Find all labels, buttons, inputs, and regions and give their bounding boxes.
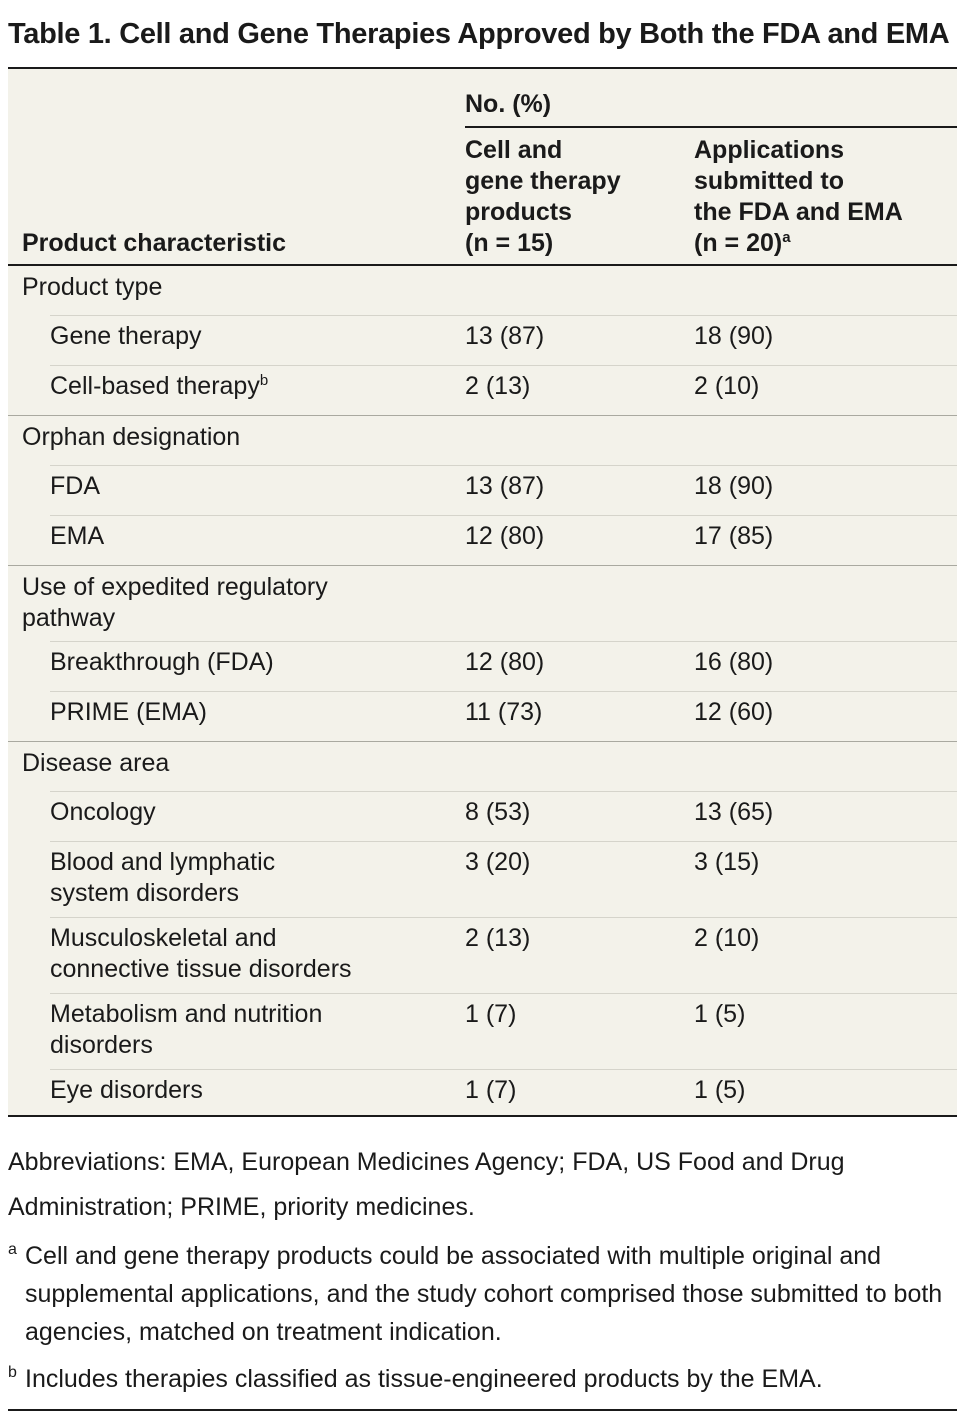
row-label: Blood and lymphatic system disorders — [50, 848, 276, 907]
table-row: EMA 12 (80) 17 (85) — [8, 515, 957, 565]
row-label: Musculoskeletal and connective tissue di… — [50, 924, 352, 983]
cell-products: 2 (13) — [465, 372, 531, 400]
column-group-rule — [465, 126, 957, 128]
cell-applications: 1 (5) — [694, 1076, 746, 1104]
cell-products: 8 (53) — [465, 798, 531, 826]
row-label: PRIME (EMA) — [50, 698, 207, 726]
footnote-text: Includes therapies classified as tissue-… — [25, 1365, 823, 1393]
cell-products: 1 (7) — [465, 1000, 517, 1028]
row-label: Breakthrough (FDA) — [50, 648, 274, 676]
cell-applications: 2 (10) — [694, 372, 760, 400]
row-label: Disease area — [22, 749, 170, 777]
footnote-mark-a: a — [782, 229, 791, 246]
row-label: Cell-based therapyb — [50, 372, 269, 400]
cell-products: 12 (80) — [465, 522, 545, 550]
footnote-mark: b — [8, 1364, 17, 1381]
table-row: Disease area — [8, 741, 957, 791]
cell-products: 12 (80) — [465, 648, 545, 676]
bottom-rule — [8, 1409, 957, 1411]
row-label: EMA — [50, 522, 105, 550]
cell-applications: 2 (10) — [694, 924, 760, 952]
table-row: Breakthrough (FDA) 12 (80) 16 (80) — [8, 641, 957, 691]
table-row: FDA 13 (87) 18 (90) — [8, 465, 957, 515]
table-row: Orphan designation — [8, 415, 957, 465]
row-label: Gene therapy — [50, 322, 202, 350]
cell-applications: 18 (90) — [694, 472, 774, 500]
cell-products: 13 (87) — [465, 472, 545, 500]
cell-applications: 1 (5) — [694, 1000, 746, 1028]
cell-products: 1 (7) — [465, 1076, 517, 1104]
row-label: Metabolism and nutrition disorders — [50, 1000, 323, 1059]
cell-products: 3 (20) — [465, 848, 531, 876]
cell-applications: 16 (80) — [694, 648, 774, 676]
cell-applications: 12 (60) — [694, 698, 774, 726]
table-title: Table 1. Cell and Gene Therapies Approve… — [8, 18, 950, 50]
column-header-characteristic: Product characteristic — [22, 229, 286, 257]
data-table: No. (%) Cell and gene therapy products (… — [8, 67, 957, 1117]
row-label: Orphan designation — [22, 423, 241, 451]
column-header-products: Cell and gene therapy products (n = 15) — [465, 136, 621, 257]
table-row: Cell-based therapyb 2 (13) 2 (10) — [8, 365, 957, 415]
row-label: Oncology — [50, 798, 156, 826]
row-label: FDA — [50, 472, 100, 500]
cell-applications: 3 (15) — [694, 848, 760, 876]
column-header-applications: Applications submitted to the FDA and EM… — [694, 136, 903, 257]
cell-products: 11 (73) — [465, 698, 543, 726]
table-row: Musculoskeletal and connective tissue di… — [8, 917, 957, 993]
column-group-label: No. (%) — [465, 90, 552, 118]
table-row: Use of expedited regulatory pathway — [8, 565, 957, 641]
table-row: Blood and lymphatic system disorders 3 (… — [8, 841, 957, 917]
cell-products: 13 (87) — [465, 322, 545, 350]
cell-products: 2 (13) — [465, 924, 531, 952]
table-row: Gene therapy 13 (87) 18 (90) — [8, 315, 957, 365]
cell-applications: 18 (90) — [694, 322, 774, 350]
table-header: No. (%) Cell and gene therapy products (… — [8, 69, 957, 266]
table-row: PRIME (EMA) 11 (73) 12 (60) — [8, 691, 957, 741]
table-row: Oncology 8 (53) 13 (65) — [8, 791, 957, 841]
table-row: Metabolism and nutrition disorders 1 (7)… — [8, 993, 957, 1069]
abbreviations-note: Abbreviations: EMA, European Medicines A… — [8, 1148, 845, 1221]
footnote-mark-b: b — [259, 372, 269, 389]
cell-applications: 13 (65) — [694, 798, 774, 826]
footnote-text: Cell and gene therapy products could be … — [25, 1242, 943, 1346]
table-row: Eye disorders 1 (7) 1 (5) — [8, 1069, 957, 1117]
row-label: Product type — [22, 273, 163, 301]
cell-applications: 17 (85) — [694, 522, 774, 550]
footnote-mark: a — [8, 1241, 17, 1258]
row-label: Use of expedited regulatory pathway — [22, 573, 328, 632]
row-label: Eye disorders — [50, 1076, 203, 1104]
